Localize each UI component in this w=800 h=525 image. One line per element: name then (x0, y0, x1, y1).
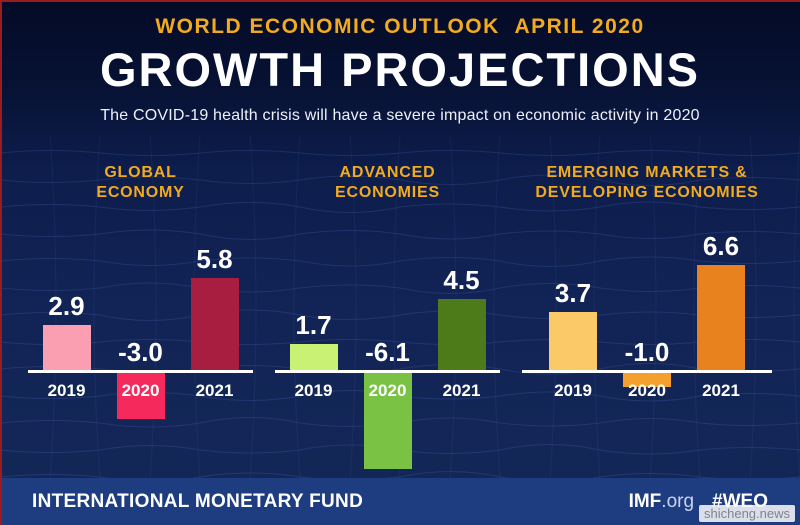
year-label: 2019 (294, 380, 333, 400)
bar-value-label: 1.7 (295, 309, 332, 340)
bar-value-label: 4.5 (443, 264, 480, 295)
bar-value-label: -6.1 (365, 336, 410, 367)
chart-group-global-economy: GLOBAL ECONOMY 2.9 2019 -3.0 2020 5.8 2021 (28, 163, 253, 471)
bar-2019 (549, 311, 597, 371)
plot-2: 3.7 2019 -1.0 2020 6.6 2021 (522, 221, 772, 471)
chart-baseline (522, 369, 772, 373)
group-title-emerging-markets: EMERGING MARKETS & DEVELOPING ECONOMIES (522, 163, 772, 205)
year-label: 2020 (628, 380, 666, 400)
year-label: 2021 (195, 380, 234, 400)
bar-value-label: 5.8 (196, 243, 233, 274)
group-title-line: EMERGING MARKETS & (546, 163, 748, 181)
group-title-line: DEVELOPING ECONOMIES (535, 184, 759, 202)
bar-2021 (437, 298, 486, 371)
group-title-line: ADVANCED (339, 163, 436, 181)
bar-2021 (190, 277, 239, 371)
year-label: 2019 (47, 380, 86, 400)
group-title-line: ECONOMY (96, 184, 185, 202)
chart-group-advanced-economies: ADVANCED ECONOMIES 1.7 2019 -6.1 2020 4.5 202… (275, 163, 500, 471)
bar-2019 (42, 324, 91, 371)
chart-baseline (275, 369, 500, 373)
imf-name: INTERNATIONAL MONETARY FUND (32, 490, 364, 512)
group-title-global-economy: GLOBAL ECONOMY (28, 163, 253, 205)
year-label: 2020 (368, 380, 407, 400)
report-name: WORLD ECONOMIC OUTLOOK APRIL 2020 (155, 15, 645, 38)
group-title-advanced-economies: ADVANCED ECONOMIES (275, 163, 500, 205)
subtitle: The COVID-19 health crisis will have a s… (100, 106, 700, 124)
imf-org-label: IMF.org (629, 491, 694, 513)
bar-value-label: 6.6 (702, 230, 740, 261)
charts-row: GLOBAL ECONOMY 2.9 2019 -3.0 2020 5.8 2021 AD… (0, 163, 800, 471)
bar-2020 (623, 370, 671, 387)
bar-2019 (289, 343, 338, 371)
year-label: 2021 (442, 380, 481, 400)
bar-value-label: 3.7 (554, 277, 592, 308)
chart-group-emerging-markets: EMERGING MARKETS & DEVELOPING ECONOMIES … (522, 163, 772, 471)
plot-1: 1.7 2019 -6.1 2020 4.5 2021 (275, 221, 500, 471)
bar-value-label: -1.0 (624, 336, 670, 367)
bar-value-label: 2.9 (48, 290, 85, 321)
plot-0: 2.9 2019 -3.0 2020 5.8 2021 (28, 221, 253, 471)
page-title: GROWTH PROJECTIONS (99, 43, 701, 96)
imf-org-bold: IMF (628, 490, 662, 512)
group-title-line: ECONOMIES (335, 184, 440, 202)
bar-2020 (116, 370, 165, 419)
decor-left-red-line (0, 0, 2, 525)
bar-2020 (363, 370, 412, 469)
year-label: 2019 (554, 380, 592, 400)
group-title-line: GLOBAL (104, 163, 177, 181)
watermark: shicheng.news (699, 505, 795, 522)
footer-bar: INTERNATIONAL MONETARY FUND IMF.org #WEO (0, 478, 800, 525)
bar-2021 (697, 264, 745, 371)
decor-top-red-line (0, 0, 800, 2)
chart-baseline (28, 369, 253, 373)
year-label: 2021 (702, 380, 740, 400)
bar-value-label: -3.0 (118, 336, 163, 367)
imf-org-suffix: .org (661, 490, 695, 512)
year-label: 2020 (121, 380, 160, 400)
header: WORLD ECONOMIC OUTLOOK APRIL 2020 GROWTH… (0, 0, 800, 125)
